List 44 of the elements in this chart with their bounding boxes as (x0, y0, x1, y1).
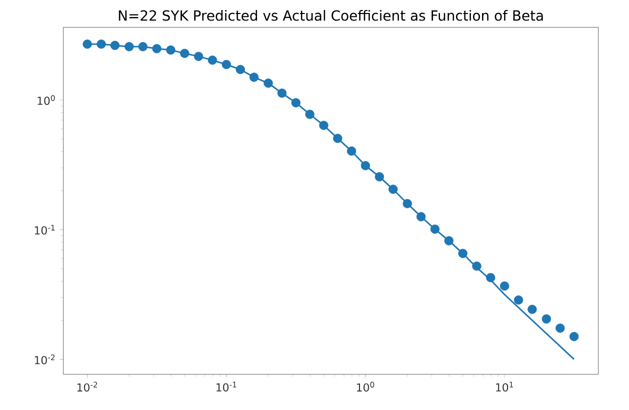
x-tick-label: 10$^{-2}$ (77, 382, 98, 392)
point (430, 224, 440, 234)
point (500, 281, 510, 291)
point (138, 42, 148, 52)
point (319, 120, 328, 130)
point (152, 44, 162, 54)
point (528, 304, 537, 314)
point (458, 248, 468, 258)
point (346, 146, 356, 156)
point (542, 314, 552, 324)
y-tick-label: 10$^{-2}$ (34, 354, 55, 364)
y-tick-label: 10$^{-1}$ (34, 224, 55, 235)
point (291, 98, 300, 108)
point (472, 261, 482, 271)
point (444, 236, 454, 246)
point (222, 60, 231, 70)
point (264, 78, 273, 88)
point (166, 45, 176, 55)
point (569, 332, 579, 342)
point (194, 52, 204, 62)
point (402, 198, 412, 208)
x-tick-label: 10$^{-1}$ (216, 382, 236, 392)
x-tick-label: 10$^{0}$ (357, 382, 374, 392)
point (96, 40, 106, 49)
point (249, 72, 259, 82)
point (180, 48, 190, 58)
point (374, 172, 384, 182)
point (486, 273, 496, 282)
point (360, 161, 370, 170)
point (305, 110, 314, 119)
point (124, 42, 134, 52)
point (333, 134, 342, 144)
x-tick-label: 10$^{1}$ (496, 382, 514, 392)
point (514, 295, 524, 305)
point (277, 88, 287, 98)
y-tick-label: 10$^{0}$ (38, 95, 55, 105)
point (82, 40, 92, 49)
chart-title: N=22 SYK Predicted vs Actual Coefficient as Function of Beta (118, 10, 543, 21)
point (388, 184, 398, 194)
point (110, 40, 120, 50)
point (236, 64, 245, 74)
point (556, 324, 565, 333)
point (208, 56, 218, 65)
point (416, 212, 426, 222)
